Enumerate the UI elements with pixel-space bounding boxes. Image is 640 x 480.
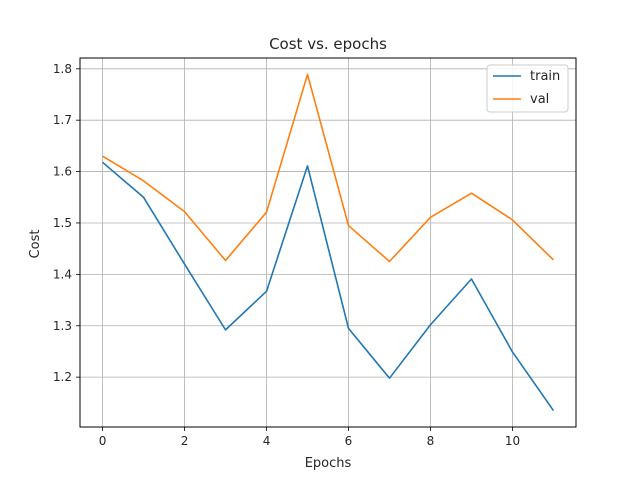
x-tick-label: 4 (263, 434, 271, 448)
series-line-train (102, 161, 555, 412)
x-tick-label: 2 (181, 434, 189, 448)
plot-frame (79, 57, 577, 428)
y-axis-label: Cost (28, 230, 43, 259)
y-tick-label: 1.5 (53, 216, 72, 230)
y-tick-label: 1.8 (53, 62, 72, 76)
series-group (102, 73, 555, 412)
y-tick-label: 1.7 (53, 113, 72, 127)
chart-title: Cost vs. epochs (269, 35, 387, 53)
y-tick-label: 1.4 (53, 267, 72, 281)
x-tick-label: 10 (505, 434, 520, 448)
legend-label-train: train (530, 69, 560, 84)
grid (80, 58, 576, 427)
y-tick-label: 1.6 (53, 165, 72, 179)
y-axis-ticks: 1.2 1.3 1.4 1.5 1.6 1.7 1.8 (53, 62, 80, 384)
x-tick-label: 8 (427, 434, 435, 448)
x-tick-label: 0 (99, 434, 107, 448)
x-axis-label: Epochs (305, 456, 352, 471)
legend: train val (486, 64, 569, 113)
series-line-val (102, 73, 555, 263)
x-tick-label: 6 (345, 434, 353, 448)
y-tick-label: 1.2 (53, 370, 72, 384)
legend-label-val: val (530, 92, 549, 107)
y-tick-label: 1.3 (53, 319, 72, 333)
x-axis-ticks: 0 2 4 6 8 10 (99, 427, 520, 448)
